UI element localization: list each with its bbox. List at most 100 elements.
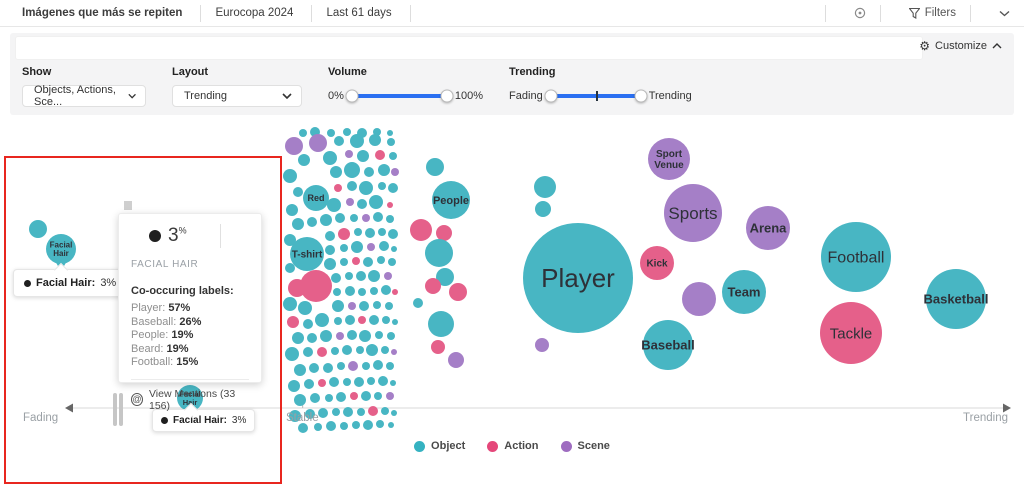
texture-bubble[interactable]: [298, 423, 308, 433]
texture-bubble[interactable]: [332, 300, 344, 312]
texture-bubble[interactable]: [348, 302, 356, 310]
texture-bubble[interactable]: [413, 298, 423, 308]
scrollbar-fragment[interactable]: [124, 201, 132, 210]
texture-bubble[interactable]: [363, 257, 373, 267]
texture-bubble[interactable]: [390, 380, 396, 386]
texture-bubble[interactable]: [293, 187, 303, 197]
texture-bubble[interactable]: [369, 195, 383, 209]
texture-bubble[interactable]: [288, 380, 300, 392]
texture-bubble[interactable]: [345, 286, 355, 296]
texture-bubble[interactable]: [388, 229, 398, 239]
texture-bubble[interactable]: [428, 311, 454, 337]
texture-bubble[interactable]: [344, 162, 360, 178]
bubble-sport-venue[interactable]: [648, 138, 690, 180]
bubble-football[interactable]: [821, 222, 891, 292]
texture-bubble[interactable]: [333, 288, 341, 296]
texture-bubble[interactable]: [384, 272, 392, 280]
texture-bubble[interactable]: [370, 287, 378, 295]
bubble-facial-hair[interactable]: [46, 234, 76, 264]
texture-bubble[interactable]: [386, 392, 394, 400]
texture-bubble[interactable]: [309, 363, 319, 373]
texture-bubble[interactable]: [285, 263, 295, 273]
bubble-basketball[interactable]: [926, 269, 986, 329]
facial-hair-chip[interactable]: Facial Hair: 3%: [13, 269, 128, 297]
texture-bubble[interactable]: [377, 256, 385, 264]
texture-bubble[interactable]: [425, 278, 441, 294]
texture-bubble[interactable]: [320, 330, 332, 342]
texture-bubble[interactable]: [374, 392, 382, 400]
bubble-sports[interactable]: [664, 184, 722, 242]
texture-bubble[interactable]: [284, 234, 296, 246]
texture-bubble[interactable]: [382, 316, 390, 324]
texture-bubble[interactable]: [298, 154, 310, 166]
texture-bubble[interactable]: [385, 302, 393, 310]
texture-bubble[interactable]: [318, 408, 328, 418]
volume-slider[interactable]: [345, 89, 454, 103]
texture-bubble[interactable]: [388, 183, 398, 193]
texture-bubble[interactable]: [392, 319, 398, 325]
texture-bubble[interactable]: [357, 199, 367, 209]
texture-bubble[interactable]: [332, 408, 340, 416]
texture-bubble[interactable]: [283, 297, 297, 311]
texture-bubble[interactable]: [323, 363, 333, 373]
texture-bubble[interactable]: [347, 181, 357, 191]
texture-bubble[interactable]: [303, 319, 313, 329]
texture-bubble[interactable]: [378, 228, 386, 236]
texture-bubble[interactable]: [358, 288, 366, 296]
texture-bubble[interactable]: [331, 347, 339, 355]
texture-bubble[interactable]: [381, 407, 389, 415]
texture-bubble[interactable]: [358, 316, 366, 324]
texture-bubble[interactable]: [309, 134, 327, 152]
texture-bubble[interactable]: [367, 377, 375, 385]
texture-bubble[interactable]: [534, 176, 556, 198]
texture-bubble[interactable]: [307, 333, 317, 343]
texture-bubble[interactable]: [300, 270, 332, 302]
info-button[interactable]: [840, 0, 880, 26]
texture-bubble[interactable]: [354, 377, 364, 387]
bubble-people[interactable]: [432, 181, 470, 219]
texture-bubble[interactable]: [388, 258, 396, 266]
texture-bubble[interactable]: [292, 332, 304, 344]
texture-bubble[interactable]: [388, 422, 394, 428]
texture-bubble[interactable]: [682, 282, 716, 316]
texture-bubble[interactable]: [386, 362, 394, 370]
texture-bubble[interactable]: [365, 228, 375, 238]
texture-bubble[interactable]: [336, 332, 344, 340]
texture-bubble[interactable]: [325, 231, 335, 241]
texture-bubble[interactable]: [345, 315, 355, 325]
texture-bubble[interactable]: [448, 352, 464, 368]
texture-bubble[interactable]: [431, 340, 445, 354]
scrollbar-fragment[interactable]: [113, 393, 123, 426]
texture-bubble[interactable]: [288, 279, 306, 297]
texture-bubble[interactable]: [359, 301, 369, 311]
texture-bubble[interactable]: [298, 301, 312, 315]
texture-bubble[interactable]: [436, 268, 454, 286]
view-mentions-link[interactable]: @ View Mentions (33 156): [131, 388, 249, 412]
texture-bubble[interactable]: [335, 213, 345, 223]
texture-bubble[interactable]: [285, 347, 299, 361]
texture-bubble[interactable]: [363, 420, 373, 430]
show-dropdown[interactable]: Objects, Actions, Sce...: [22, 84, 146, 108]
bubble-baseball[interactable]: [643, 320, 693, 370]
texture-bubble[interactable]: [391, 410, 397, 416]
texture-bubble[interactable]: [347, 330, 357, 340]
texture-bubble[interactable]: [343, 128, 351, 136]
texture-bubble[interactable]: [352, 421, 360, 429]
texture-bubble[interactable]: [345, 272, 353, 280]
texture-bubble[interactable]: [346, 198, 354, 206]
texture-bubble[interactable]: [362, 214, 370, 222]
bubble-facial-hair[interactable]: [177, 385, 203, 411]
texture-bubble[interactable]: [283, 169, 297, 183]
texture-bubble[interactable]: [357, 408, 365, 416]
texture-bubble[interactable]: [369, 315, 379, 325]
texture-bubble[interactable]: [379, 241, 389, 251]
texture-bubble[interactable]: [287, 316, 299, 328]
bubble-team[interactable]: [722, 270, 766, 314]
texture-bubble[interactable]: [362, 362, 370, 370]
texture-bubble[interactable]: [325, 245, 335, 255]
texture-bubble[interactable]: [392, 289, 398, 295]
texture-bubble[interactable]: [324, 258, 336, 270]
texture-bubble[interactable]: [364, 167, 374, 177]
texture-bubble[interactable]: [350, 134, 364, 148]
texture-bubble[interactable]: [331, 273, 341, 283]
